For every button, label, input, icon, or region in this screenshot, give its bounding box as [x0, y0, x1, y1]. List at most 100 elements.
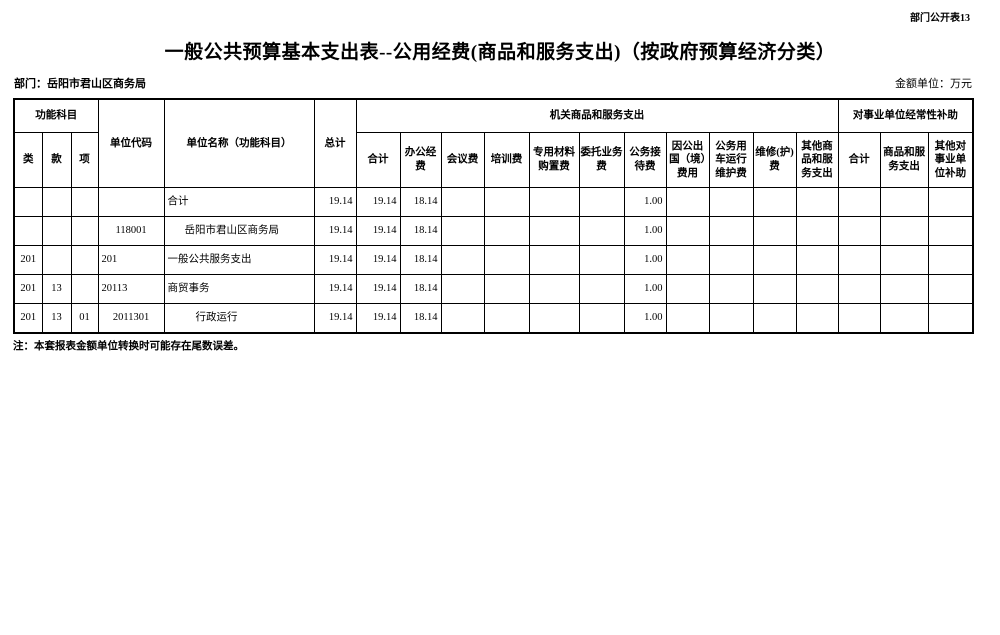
cell-training-fee: [483, 303, 530, 334]
cell-class: [13, 216, 43, 246]
cell-unit-name: 岳阳市君山区商务局: [163, 216, 315, 246]
cell-abroad-expense: [665, 245, 710, 275]
cell-official-reception: 1.00: [623, 303, 667, 334]
header-repair-fee: 维修(护)费: [752, 132, 797, 188]
cell-special-materials: [528, 274, 580, 304]
cell-training-fee: [483, 187, 530, 217]
cell-vehicle-maintenance: [708, 245, 754, 275]
cell-abroad-expense: [665, 187, 710, 217]
header-other-goods-services: 其他商品和服务支出: [795, 132, 839, 188]
cell-abroad-expense: [665, 274, 710, 304]
cell-g2-goods-services: [879, 245, 929, 275]
cell-total: 19.14: [313, 245, 357, 275]
cell-section: 13: [41, 303, 72, 334]
cell-total: 19.14: [313, 274, 357, 304]
cell-vehicle-maintenance: [708, 274, 754, 304]
cell-entrusted-business: [578, 216, 625, 246]
cell-g2-other-subsidy: [927, 245, 974, 275]
cell-unit-code: 201: [97, 245, 165, 275]
amount-unit-label: 金额单位：: [895, 78, 950, 90]
cell-meeting-fee: [440, 187, 485, 217]
cell-g1-subtotal: 19.14: [355, 274, 401, 304]
amount-unit-line: 金额单位：万元: [895, 75, 972, 91]
cell-section: 13: [41, 274, 72, 304]
cell-g2-goods-services: [879, 187, 929, 217]
cell-other-goods-services: [795, 216, 839, 246]
cell-office-expense: 18.14: [399, 187, 442, 217]
table-body: 合计 19.14 19.14 18.14 1.00 118001 岳阳市君山区商务局 19.1…: [13, 187, 974, 334]
header-special-materials: 专用材料购置费: [528, 132, 580, 188]
header-func-group: 功能科目: [13, 98, 99, 133]
cell-g2-subtotal: [837, 187, 881, 217]
table-row: 201 201 一般公共服务支出 19.14 19.14 18.14 1.00: [13, 245, 974, 275]
cell-g2-subtotal: [837, 303, 881, 334]
cell-section: [41, 187, 72, 217]
cell-g2-other-subsidy: [927, 187, 974, 217]
cell-abroad-expense: [665, 303, 710, 334]
cell-class: 201: [13, 245, 43, 275]
header-group-subsidy: 对事业单位经常性补助: [837, 98, 974, 133]
amount-unit-value: 万元: [950, 78, 972, 90]
cell-special-materials: [528, 216, 580, 246]
cell-unit-code: 118001: [97, 216, 165, 246]
cell-meeting-fee: [440, 274, 485, 304]
cell-special-materials: [528, 245, 580, 275]
header-unit-name: 单位名称（功能科目）: [163, 98, 315, 188]
cell-meeting-fee: [440, 245, 485, 275]
cell-office-expense: 18.14: [399, 216, 442, 246]
cell-repair-fee: [752, 303, 797, 334]
cell-entrusted-business: [578, 303, 625, 334]
cell-repair-fee: [752, 274, 797, 304]
cell-other-goods-services: [795, 245, 839, 275]
cell-g2-other-subsidy: [927, 216, 974, 246]
cell-unit-code: 20113: [97, 274, 165, 304]
cell-g1-subtotal: 19.14: [355, 216, 401, 246]
header-office-expense: 办公经费: [399, 132, 442, 188]
cell-total: 19.14: [313, 187, 357, 217]
cell-unit-name: 商贸事务: [163, 274, 315, 304]
cell-other-goods-services: [795, 303, 839, 334]
header-section: 款: [41, 132, 72, 188]
header-group-goods-services: 机关商品和服务支出: [355, 98, 839, 133]
cell-entrusted-business: [578, 274, 625, 304]
cell-training-fee: [483, 245, 530, 275]
cell-item: [70, 216, 99, 246]
cell-item: [70, 274, 99, 304]
cell-g2-goods-services: [879, 303, 929, 334]
cell-unit-code: 2011301: [97, 303, 165, 334]
cell-g2-goods-services: [879, 274, 929, 304]
cell-special-materials: [528, 187, 580, 217]
cell-section: [41, 245, 72, 275]
cell-repair-fee: [752, 216, 797, 246]
cell-section: [41, 216, 72, 246]
cell-class: 201: [13, 274, 43, 304]
cell-g2-subtotal: [837, 216, 881, 246]
cell-repair-fee: [752, 245, 797, 275]
cell-unit-name: 合计: [163, 187, 315, 217]
cell-g1-subtotal: 19.14: [355, 303, 401, 334]
cell-g1-subtotal: 19.14: [355, 245, 401, 275]
cell-total: 19.14: [313, 303, 357, 334]
header-class: 类: [13, 132, 43, 188]
cell-class: 201: [13, 303, 43, 334]
cell-training-fee: [483, 216, 530, 246]
header-g2-other-subsidy: 其他对事业单位补助: [927, 132, 974, 188]
cell-office-expense: 18.14: [399, 245, 442, 275]
table-tag: 部门公开表13: [910, 13, 970, 24]
footnote: 注：本套报表金额单位转换时可能存在尾数误差。: [13, 341, 244, 352]
cell-other-goods-services: [795, 274, 839, 304]
department-label: 部门：: [14, 78, 47, 90]
cell-g2-goods-services: [879, 216, 929, 246]
cell-special-materials: [528, 303, 580, 334]
header-abroad-expense: 因公出国（境）费用: [665, 132, 710, 188]
table-row: 合计 19.14 19.14 18.14 1.00: [13, 187, 974, 217]
meta-row: 部门：岳阳市君山区商务局 金额单位：万元: [0, 64, 1000, 91]
cell-total: 19.14: [313, 216, 357, 246]
cell-g2-subtotal: [837, 274, 881, 304]
header-training-fee: 培训费: [483, 132, 530, 188]
cell-vehicle-maintenance: [708, 303, 754, 334]
cell-meeting-fee: [440, 303, 485, 334]
cell-unit-name: 一般公共服务支出: [163, 245, 315, 275]
cell-class: [13, 187, 43, 217]
